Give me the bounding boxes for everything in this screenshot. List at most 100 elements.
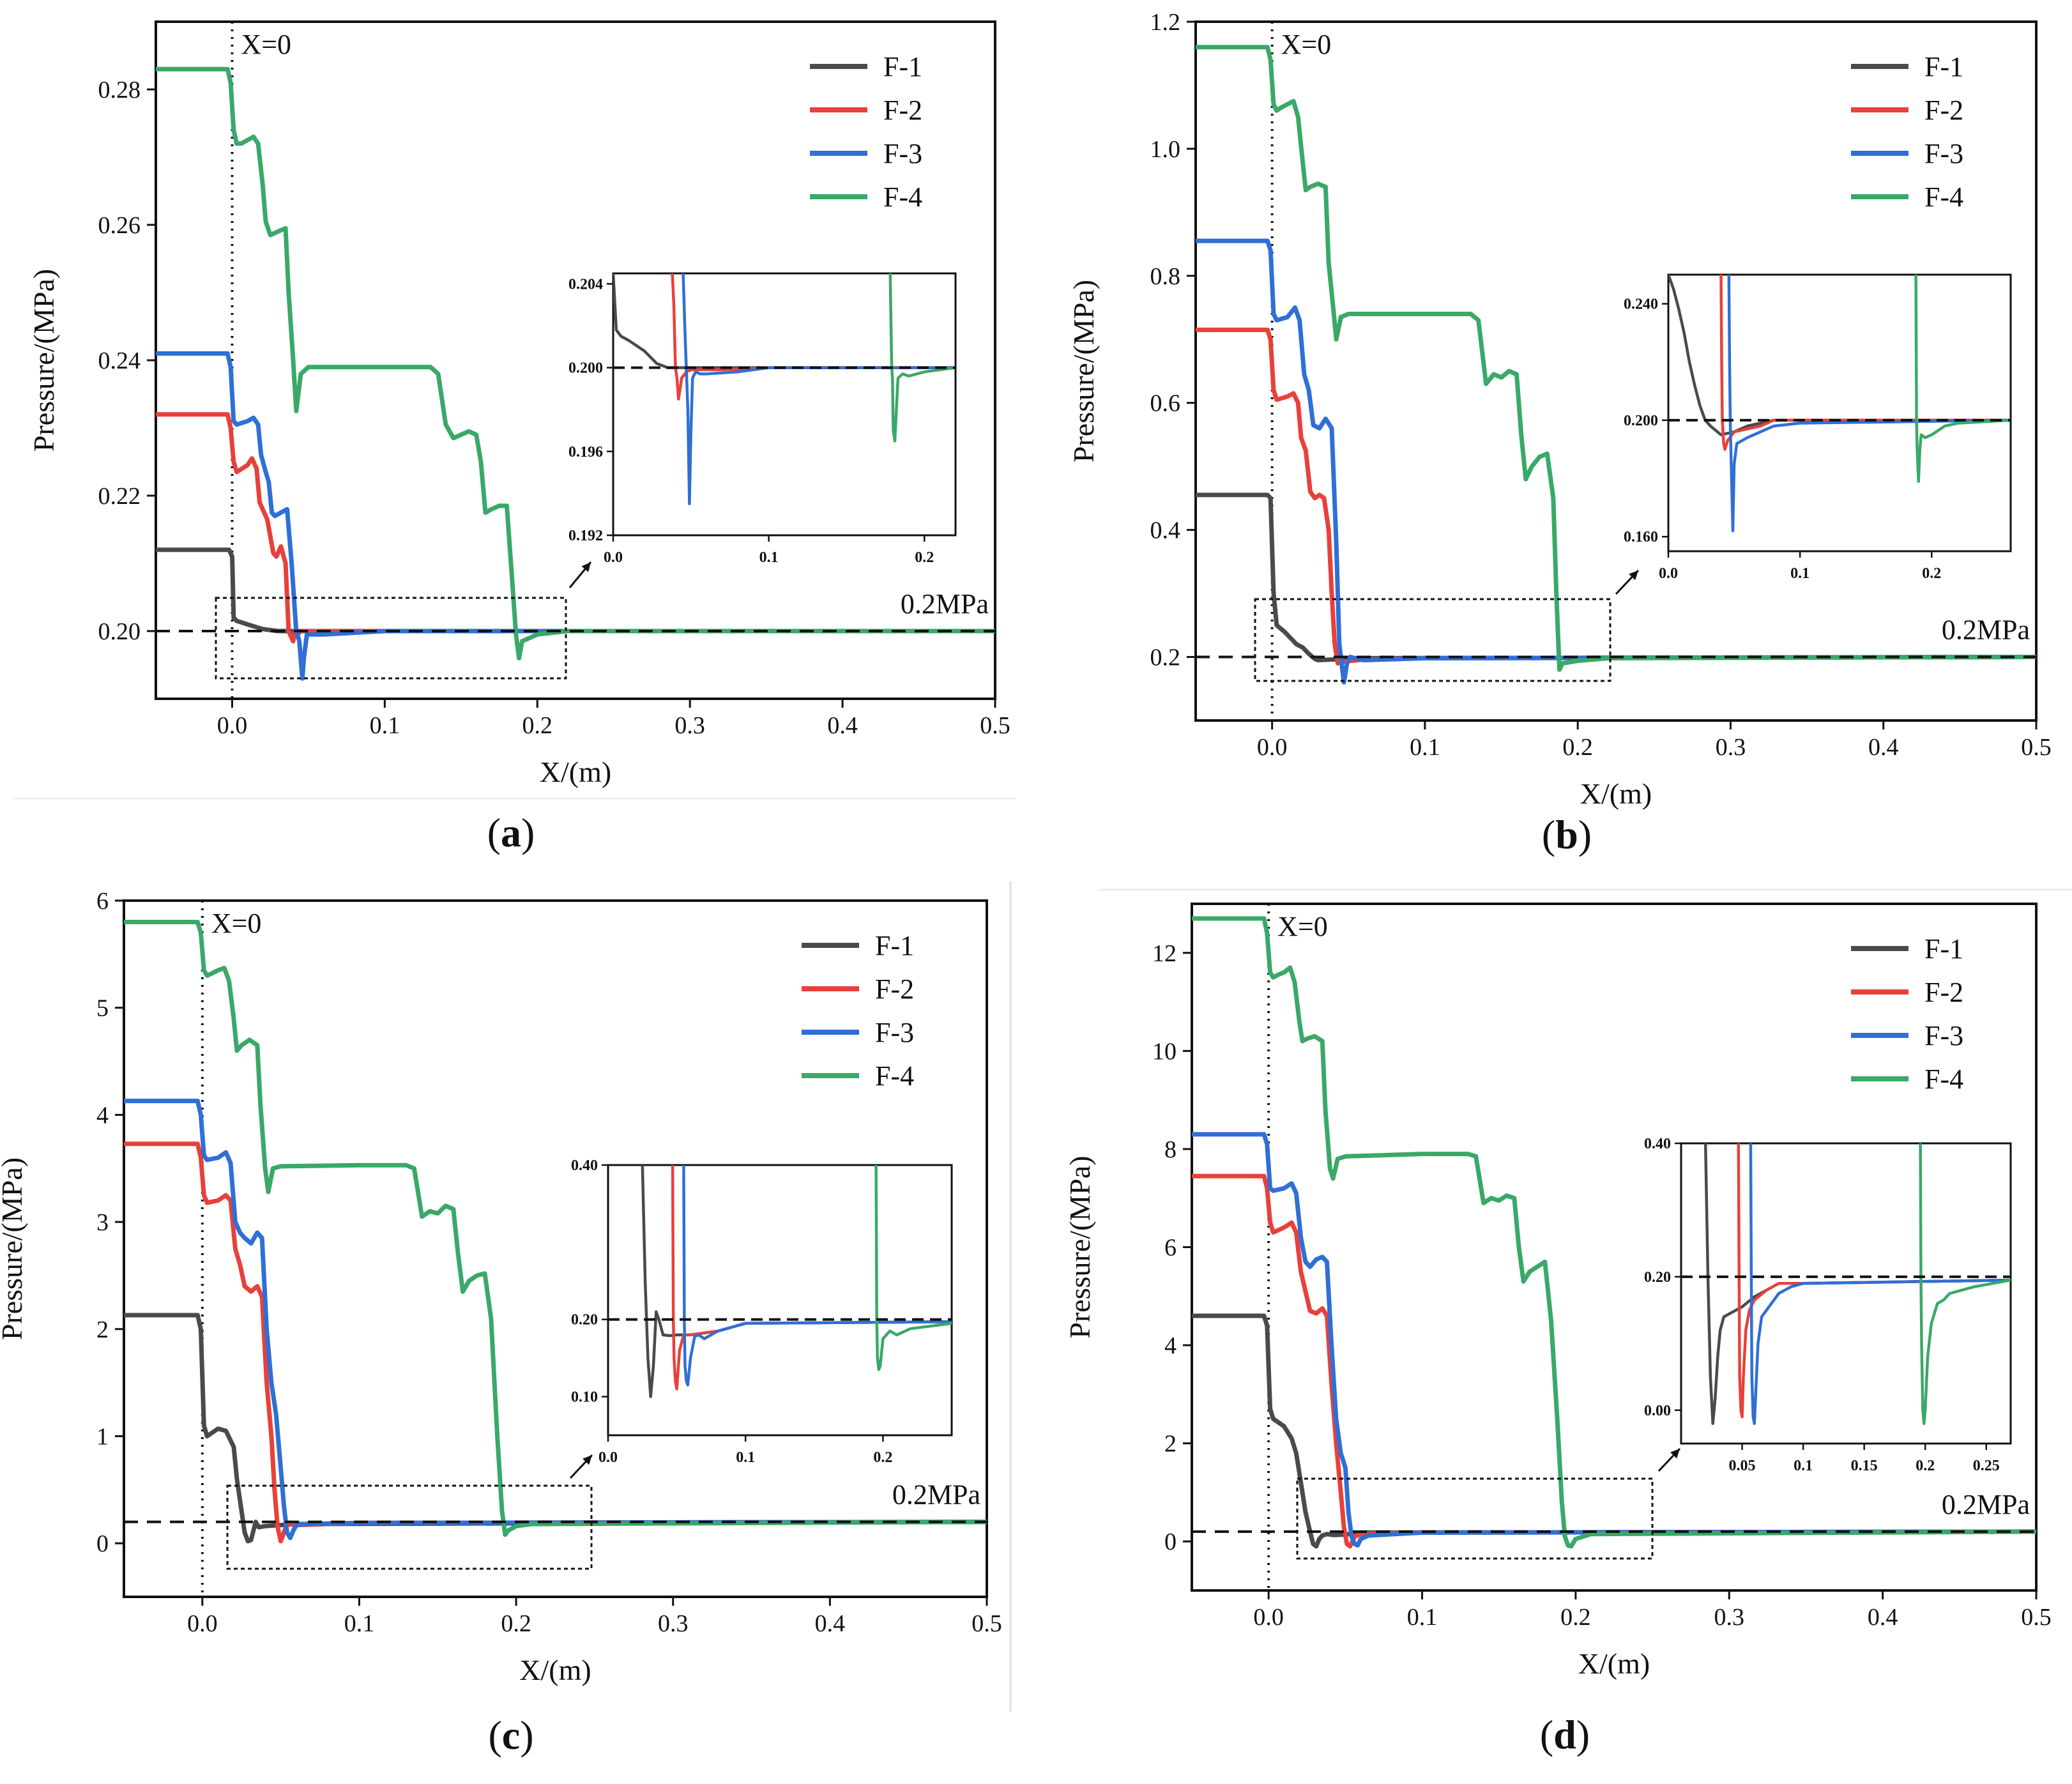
plot-area	[156, 22, 995, 699]
inset-series-line-F-2	[671, 273, 956, 401]
inset-x-tick-label: 0.1	[736, 1449, 755, 1466]
zoom-box	[1296, 1477, 1654, 1560]
y-axis-label: Pressure/(MPa)	[27, 269, 60, 452]
inset-x-tick-label: 0.2	[873, 1449, 892, 1466]
inset-y-tick-label: 0.40	[571, 1157, 598, 1174]
x-tick-label: 0.2	[1560, 1604, 1591, 1631]
x-tick-label: 0.0	[1257, 734, 1288, 761]
x-tick-label: 0.2	[501, 1610, 531, 1637]
inset-series-line-F-1	[613, 273, 956, 369]
plot-frame	[1194, 20, 2038, 722]
y-tick-label: 6	[96, 888, 109, 915]
legend-label-F-3: F-3	[1924, 138, 1963, 169]
y-tick-label: 0.28	[98, 77, 141, 103]
inset-y-tick-label: 0.10	[571, 1389, 598, 1406]
inset-plot-area	[608, 1165, 952, 1398]
inset-y-tick-label: 0.40	[1644, 1136, 1671, 1152]
inset-x-tick-label: 0.1	[1790, 565, 1809, 582]
inset-y-tick-label: 0.204	[568, 276, 603, 293]
x-tick-label: 0.1	[1410, 734, 1440, 761]
series-line-F-1	[124, 1313, 987, 1544]
legend-label-F-2: F-2	[883, 95, 922, 126]
inset-frame	[1680, 1142, 2012, 1445]
x-tick-label: 0.3	[1714, 1604, 1745, 1631]
legend-label-F-4: F-4	[1924, 181, 1963, 213]
legend-label-F-1: F-1	[883, 51, 922, 82]
plot-area	[124, 901, 987, 1597]
x-tick-label: 0.3	[1716, 734, 1746, 761]
inset-x-tick-label: 0.1	[759, 549, 779, 566]
legend-label-F-2: F-2	[1924, 95, 1963, 126]
inset-plot-area	[613, 273, 956, 506]
x-tick-label: 0.2	[522, 712, 553, 739]
legend-label-F-1: F-1	[1924, 933, 1963, 964]
x-tick-label: 0.5	[2021, 1604, 2052, 1631]
caption-paren-close: )	[521, 810, 535, 855]
series-line-F-4	[1192, 916, 2036, 1549]
inset-x-tick-label: 0.0	[598, 1449, 618, 1466]
plot-area	[1196, 22, 2036, 720]
plot-frame	[123, 899, 988, 1598]
y-tick-label: 3	[96, 1209, 109, 1236]
y-tick-label: 2	[1164, 1431, 1177, 1458]
reference-label: 0.2MPa	[1942, 614, 2030, 646]
legend-label-F-3: F-3	[1924, 1020, 1963, 1051]
series-line-F-2	[1192, 1173, 2036, 1549]
x-tick-label: 0.5	[980, 712, 1010, 739]
y-tick-label: 0.20	[98, 618, 141, 645]
y-tick-label: 4	[1164, 1332, 1177, 1359]
y-tick-label: 5	[96, 995, 109, 1022]
inset-x-tick-label: 0.2	[1922, 565, 1941, 582]
y-tick-label: 0.26	[98, 212, 141, 239]
inset-x-tick-label: 0.0	[1659, 565, 1678, 582]
plot-area	[1192, 904, 2036, 1590]
inset: 0.0 0.1 0.2 0.10 0.20 0.40	[571, 1157, 953, 1466]
inset-x-tick-label: 0.2	[1916, 1458, 1935, 1474]
reference-label: 0.2MPa	[892, 1479, 980, 1511]
inset-series-line-F-2	[1719, 275, 2011, 451]
x-axis-label: X/(m)	[1578, 1647, 1650, 1680]
x0-marker-label: X=0	[1277, 911, 1328, 942]
inset-y-tick-label: 0.200	[568, 360, 603, 377]
y-axis-label: Pressure/(MPa)	[1067, 280, 1100, 462]
legend-label-F-4: F-4	[883, 181, 922, 213]
caption-letter: b	[1555, 812, 1578, 857]
inset-series-line-F-3	[682, 1165, 952, 1387]
inset-series-line-F-1	[1668, 275, 2011, 436]
legend-label-F-1: F-1	[1924, 51, 1963, 82]
legend-label-F-2: F-2	[1924, 977, 1963, 1008]
inset: 0.0 0.1 0.2 0.192 0.196 0.200 0.204	[568, 272, 957, 566]
series-line-F-3	[1196, 238, 2036, 685]
series-line-F-2	[124, 1141, 987, 1544]
x-tick-label: 0.0	[187, 1610, 218, 1637]
panel-b: 0.0 0.1 0.2 0.3 0.4 0.5 0.2 0.4 0.6 0.8 1.0 1.2 X/(m…	[1067, 9, 2052, 857]
inset-y-tick-label: 0.00	[1644, 1403, 1671, 1419]
x0-marker-label: X=0	[1281, 29, 1332, 60]
y-tick-label: 1	[96, 1423, 109, 1450]
y-tick-label: 8	[1164, 1136, 1177, 1163]
caption-letter: a	[501, 810, 521, 855]
series-line-F-3	[156, 351, 995, 681]
zoom-box	[1254, 598, 1611, 682]
y-tick-label: 0.8	[1150, 263, 1181, 290]
inset-x-tick-label: 0.2	[915, 549, 934, 566]
x-tick-label: 0.0	[217, 712, 248, 739]
y-tick-label: 0.4	[1150, 517, 1181, 544]
zoom-box	[215, 597, 567, 680]
y-tick-label: 0.24	[98, 347, 141, 374]
x-axis-label: X/(m)	[519, 1654, 591, 1686]
y-tick-label: 0.6	[1150, 390, 1181, 417]
zoom-arrow-head	[581, 562, 591, 572]
x-tick-label: 0.5	[971, 1610, 1002, 1637]
series-line-F-3	[1192, 1132, 2036, 1548]
y-tick-label: 0.2	[1150, 644, 1181, 671]
x-tick-label: 0.3	[674, 712, 705, 739]
series-line-F-1	[156, 547, 995, 634]
x-axis-label: X/(m)	[1580, 777, 1652, 810]
y-tick-label: 0	[96, 1530, 109, 1557]
caption-paren-close: )	[1578, 812, 1592, 857]
panel-caption: (d)	[1540, 1712, 1590, 1757]
legend-label-F-2: F-2	[875, 973, 914, 1005]
inset-frame	[1667, 273, 2012, 553]
